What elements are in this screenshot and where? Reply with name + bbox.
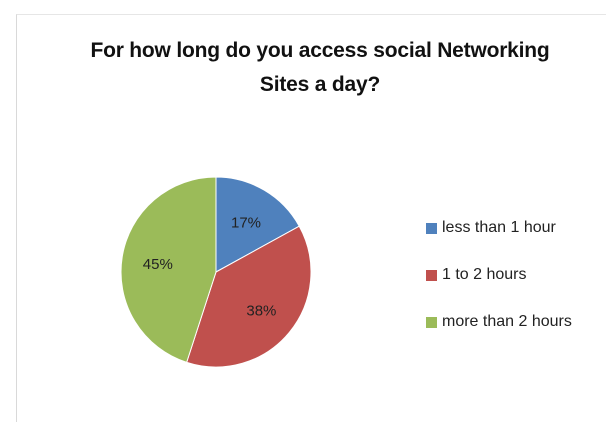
chart-title: For how long do you access social Networ… bbox=[60, 34, 580, 102]
legend-swatch-1-to-2-hours bbox=[426, 269, 437, 281]
legend-item-1-to-2-hours: 1 to 2 hours bbox=[426, 263, 611, 287]
legend-item-less-than-1-hour: less than 1 hour bbox=[426, 216, 611, 240]
chart-title-line-2: Sites a day? bbox=[259, 73, 381, 96]
legend-label-less-than-1-hour: less than 1 hour bbox=[442, 219, 556, 236]
legend-item-more-than-2-hours: more than 2 hours bbox=[426, 310, 611, 334]
pie-label-more-than-2-hours: 45% bbox=[143, 256, 173, 273]
pie-label-1-to-2-hours: 38% bbox=[246, 303, 276, 320]
chart-frame bbox=[16, 14, 606, 422]
chart-title-line-1: For how long do you access social Networ… bbox=[90, 39, 550, 62]
legend-label-more-than-2-hours: more than 2 hours bbox=[442, 313, 572, 330]
chart-legend: less than 1 hour 1 to 2 hours more than … bbox=[426, 216, 611, 357]
pie-slice-1-to-2-hours bbox=[186, 225, 312, 368]
legend-label-1-to-2-hours: 1 to 2 hours bbox=[442, 266, 527, 283]
pie-label-less-than-1-hour: 17% bbox=[231, 214, 261, 231]
pie-slices bbox=[120, 176, 312, 368]
pie-value-labels: 17% 38% 45% bbox=[143, 214, 277, 319]
legend-swatch-more-than-2-hours bbox=[426, 316, 437, 328]
pie-slice-less-than-1-hour bbox=[215, 176, 300, 273]
legend-swatch-less-than-1-hour bbox=[426, 222, 437, 234]
pie-slice-more-than-2-hours bbox=[120, 176, 217, 363]
